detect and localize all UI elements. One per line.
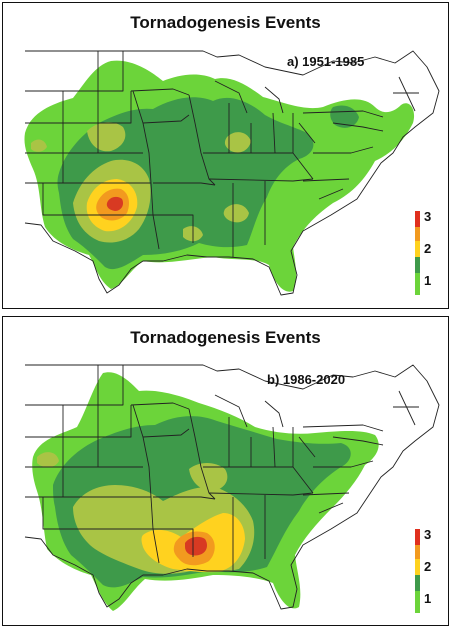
- legend-bar-light-green: [415, 591, 420, 613]
- panel-1986-2020: Tornadogenesis Events b) 1986-2020 3 2 1: [2, 316, 449, 626]
- legend-tick-3: 3: [424, 209, 432, 224]
- legend-bar-light-green: [415, 273, 420, 295]
- map-1986-2020: [24, 364, 440, 611]
- density-red-layer: [185, 536, 207, 556]
- state-boundaries: [24, 50, 440, 296]
- legend-bar-yellow: [415, 241, 420, 257]
- period-label: b) 1986-2020: [267, 372, 346, 387]
- legend-bar-red: [415, 211, 420, 227]
- legend-bar-orange: [415, 545, 420, 559]
- legend-bar-green: [415, 257, 420, 273]
- panel-title: Tornadogenesis Events: [130, 13, 321, 32]
- legend-tick-2: 2: [424, 559, 432, 574]
- legend-tick-1: 1: [424, 273, 432, 288]
- panel-1951-1985: Tornadogenesis Events a) 1951-1985 3 2 1: [2, 2, 449, 309]
- legend-bar-red: [415, 529, 420, 545]
- legend-bar-yellow: [415, 559, 420, 575]
- legend-bar-orange: [415, 227, 420, 241]
- period-label: a) 1951-1985: [287, 54, 365, 69]
- map-1951-1985: [24, 50, 440, 296]
- legend-bar-green: [415, 575, 420, 591]
- legend-tick-2: 2: [424, 241, 432, 256]
- legend-tick-1: 1: [424, 591, 432, 606]
- state-boundaries: [24, 364, 440, 610]
- legend-tick-3: 3: [424, 527, 432, 542]
- panel-title: Tornadogenesis Events: [130, 328, 321, 347]
- density-red-layer: [106, 196, 124, 211]
